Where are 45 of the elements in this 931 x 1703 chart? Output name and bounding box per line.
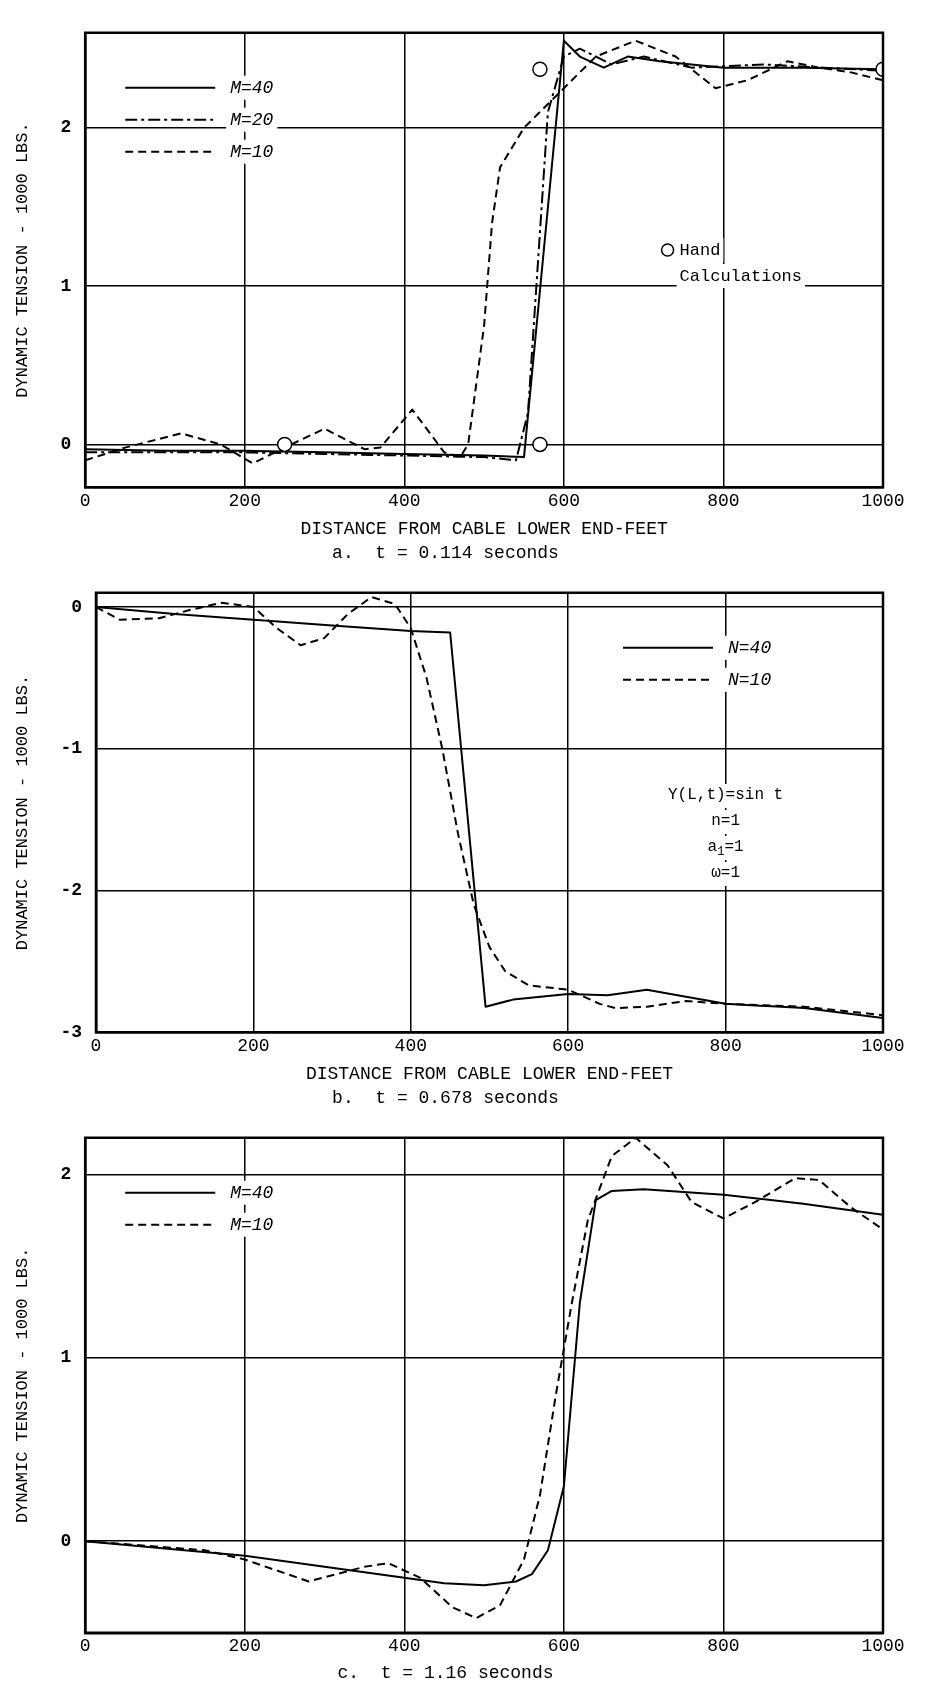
legend-label: M=10 bbox=[230, 1214, 274, 1235]
x-tick-label: 600 bbox=[547, 1636, 581, 1657]
x-tick-label: 200 bbox=[228, 1636, 261, 1657]
legend-label: M=40 bbox=[230, 1182, 274, 1203]
x-tick-label: 400 bbox=[388, 490, 421, 511]
x-tick-label: 600 bbox=[547, 490, 581, 511]
x-tick-label: 200 bbox=[237, 1035, 270, 1056]
legend-label: M=10 bbox=[230, 141, 274, 162]
x-tick-label: 800 bbox=[707, 490, 740, 511]
legend-label: N=10 bbox=[728, 669, 772, 690]
x-tick-label: 1000 bbox=[861, 1035, 905, 1056]
x-tick-label: 0 bbox=[90, 1035, 102, 1056]
annotation: n=1 bbox=[711, 812, 741, 831]
x-tick-label: 800 bbox=[709, 1035, 742, 1056]
x-tick-label: 400 bbox=[394, 1035, 428, 1056]
y-tick-label: -1 bbox=[60, 738, 83, 759]
legend-label: N=40 bbox=[728, 637, 772, 658]
y-axis-title: DYNAMIC TENSION - 1000 LBS. bbox=[12, 122, 32, 398]
y-tick-label: 2 bbox=[60, 1164, 72, 1184]
x-tick-label: 200 bbox=[228, 490, 261, 511]
x-tick-label: 600 bbox=[552, 1035, 585, 1056]
x-tick-label: 1000 bbox=[861, 1636, 905, 1657]
y-tick-label: 0 bbox=[60, 433, 72, 454]
text: b. t = 0.678 seconds bbox=[332, 1087, 559, 1108]
y-tick-label: -2 bbox=[60, 879, 82, 900]
x-tick-label: 800 bbox=[707, 1636, 740, 1657]
text: c. t = 1.16 seconds bbox=[337, 1662, 554, 1683]
y-tick-label: 0 bbox=[60, 1530, 72, 1551]
annotation: Y(L,t)=sin t bbox=[667, 786, 784, 805]
annotation: ω=1 bbox=[711, 864, 741, 883]
text: a. t = 0.114 seconds bbox=[332, 542, 559, 563]
y-tick-label: 1 bbox=[60, 275, 72, 296]
legend-label: M=20 bbox=[230, 109, 274, 130]
y-tick-label: 0 bbox=[71, 596, 82, 617]
x-axis-title: DISTANCE FROM CABLE LOWER END-FEET bbox=[305, 1064, 674, 1085]
legend-label: M=40 bbox=[230, 77, 274, 98]
y-tick-label: -3 bbox=[60, 1021, 82, 1042]
y-tick-label: 2 bbox=[60, 117, 72, 138]
y-axis-title: DYNAMIC TENSION - 1000 LBS. bbox=[12, 674, 32, 951]
y-axis-title: DYNAMIC TENSION - 1000 LBS. bbox=[12, 1247, 32, 1524]
y-tick-label: 1 bbox=[60, 1347, 72, 1368]
legend-label: Hand Calculations bbox=[679, 240, 803, 286]
x-tick-label: 400 bbox=[388, 1636, 421, 1657]
x-axis-title: DISTANCE FROM CABLE LOWER END-FEET bbox=[300, 519, 668, 540]
x-tick-label: 1000 bbox=[861, 490, 905, 511]
